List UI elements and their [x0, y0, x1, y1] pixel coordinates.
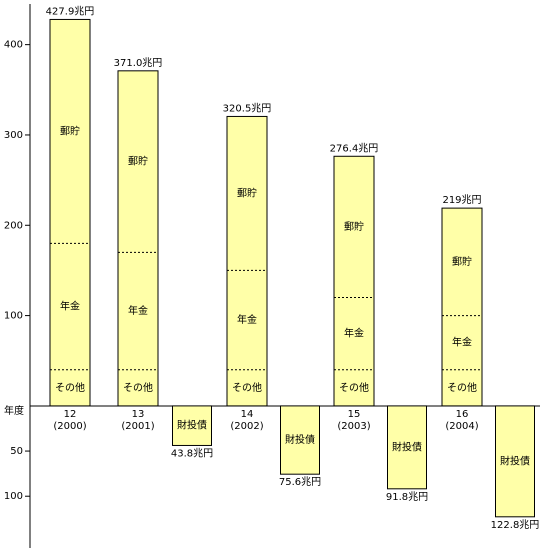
bar-segment	[334, 297, 374, 370]
bar-name: 財投債	[500, 454, 530, 467]
bar-outline	[441, 207, 483, 407]
y-tick-label: 100	[4, 491, 23, 502]
bar-outline	[117, 70, 159, 407]
segment-label: 年金	[452, 336, 472, 349]
total-label: 427.9兆円	[46, 5, 95, 17]
x-tick-year: (2001)	[121, 421, 154, 432]
segment-label: その他	[55, 381, 85, 394]
y-tick-label: 400	[4, 40, 23, 51]
segment-label: 年金	[128, 304, 148, 317]
y-tick-label: 200	[4, 220, 23, 231]
x-tick-label: 14	[241, 409, 254, 420]
bar	[280, 405, 320, 475]
segment-label: 郵貯	[344, 221, 364, 233]
segment-label: 郵貯	[128, 156, 148, 168]
bar-outline	[226, 115, 268, 407]
bar-name: 財投債	[392, 440, 422, 453]
total-label: 276.4兆円	[330, 142, 379, 154]
segment-label: その他	[339, 381, 369, 394]
y-tick-label: 50	[10, 446, 23, 457]
x-tick-year: (2000)	[53, 421, 86, 432]
x-tick-label: 15	[348, 409, 361, 420]
y-tick-label: 300	[4, 130, 23, 141]
segment-label: 年金	[344, 327, 364, 340]
segment-label: その他	[447, 381, 477, 394]
bar	[387, 405, 427, 490]
x-tick-label: 13	[132, 409, 145, 420]
bar-segment	[118, 252, 158, 370]
segment-label: 郵貯	[60, 125, 80, 137]
bar-segment	[50, 19, 90, 244]
value-label: 75.6兆円	[279, 476, 321, 488]
total-label: 320.5兆円	[223, 102, 272, 114]
segment-label: 年金	[237, 313, 257, 326]
x-tick-year: (2003)	[337, 421, 370, 432]
segment-label: 郵貯	[237, 187, 257, 199]
value-label: 122.8兆円	[491, 519, 540, 531]
segment-label: 郵貯	[452, 256, 472, 268]
bar-segment	[118, 369, 158, 406]
x-tick-label: 12	[64, 409, 77, 420]
bar-name: 財投債	[285, 433, 315, 446]
bar-segment	[334, 156, 374, 298]
total-label: 219兆円	[442, 194, 481, 206]
value-label: 43.8兆円	[171, 447, 213, 459]
bar-segment	[334, 369, 374, 406]
bar-segment	[118, 70, 158, 253]
bar-segment	[50, 369, 90, 406]
total-label: 371.0兆円	[114, 57, 163, 69]
bar-segment	[50, 243, 90, 370]
bar-outline	[49, 18, 91, 407]
bar	[495, 405, 535, 518]
bar-segment	[227, 116, 267, 271]
bar-name: 財投債	[177, 419, 207, 432]
bar-segment	[442, 369, 482, 406]
bar-segment	[442, 208, 482, 316]
segment-label: 年金	[60, 300, 80, 313]
bar	[172, 405, 212, 446]
x-tick-label: 16	[456, 409, 469, 420]
x-tick-year: (2004)	[445, 421, 478, 432]
x-tick-year: (2002)	[230, 421, 263, 432]
bar-segment	[227, 270, 267, 370]
segment-label: その他	[232, 381, 262, 394]
bar-segment	[227, 369, 267, 406]
bar-segment	[442, 315, 482, 370]
bar-outline	[333, 155, 375, 407]
segment-label: その他	[123, 381, 153, 394]
y-tick-label: 100	[4, 311, 23, 322]
value-label: 91.8兆円	[386, 491, 428, 503]
axis-label: 年度	[4, 404, 24, 417]
